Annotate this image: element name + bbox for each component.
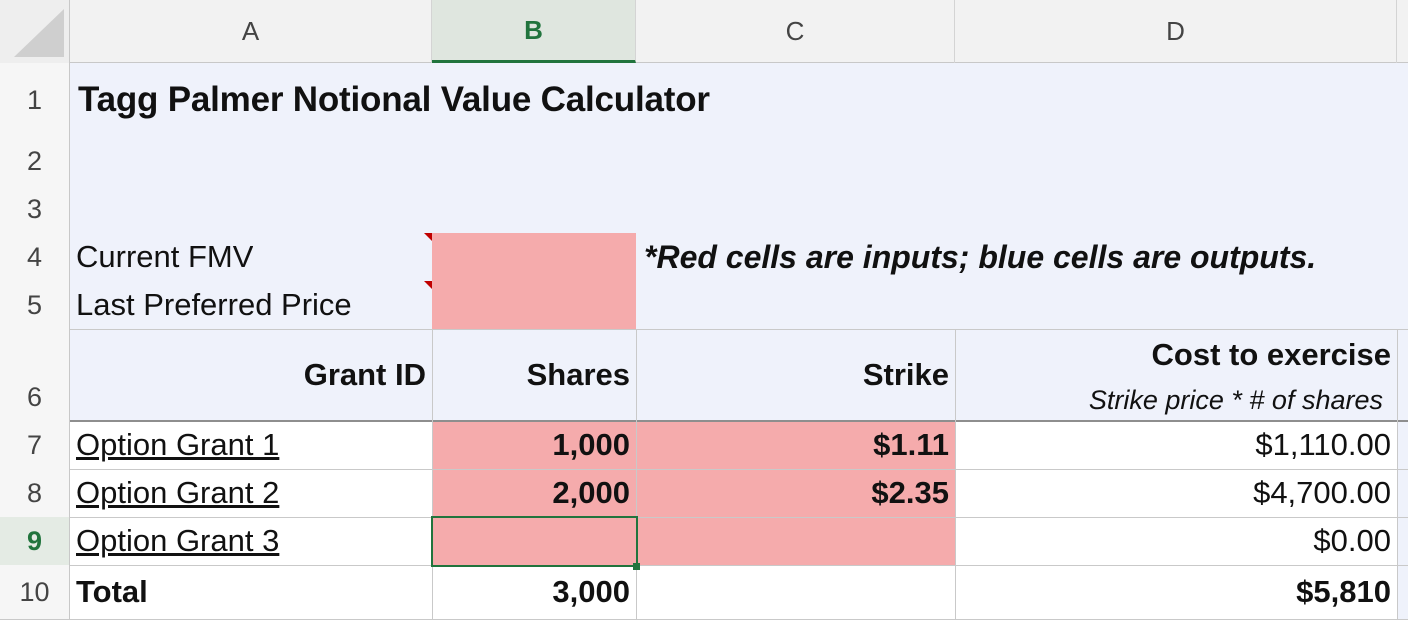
header-cost-to-exercise[interactable]: Cost to exercise [1151,337,1392,372]
sheet-title[interactable]: Tagg Palmer Notional Value Calculator [78,80,710,119]
select-all-corner[interactable] [0,0,70,63]
row-header-1[interactable]: 1 [0,63,70,137]
grant-shares-1[interactable]: 1,000 [552,427,630,462]
header-grant-id[interactable]: Grant ID [303,357,426,392]
grant-name-1[interactable]: Option Grant 1 [76,427,280,462]
fill-handle[interactable] [633,563,640,570]
gridline [70,469,1408,470]
row-header-4[interactable]: 4 [0,233,70,281]
grant-name-2[interactable]: Option Grant 2 [76,475,280,510]
header-shares[interactable]: Shares [526,357,630,392]
column-header-b[interactable]: B [432,0,636,63]
comment-indicator-icon [424,281,432,289]
column-header-a[interactable]: A [70,0,432,63]
grant-name-3[interactable]: Option Grant 3 [76,523,280,558]
row-header-3[interactable]: 3 [0,185,70,233]
grant-strike-2[interactable]: $2.35 [871,475,949,510]
header-cost-subtitle: Strike price * # of shares [1088,385,1383,415]
grant-shares-2[interactable]: 2,000 [552,475,630,510]
input-output-note[interactable]: *Red cells are inputs; blue cells are ou… [644,239,1317,275]
row-header-5[interactable]: 5 [0,281,70,329]
selected-cell-b9[interactable] [431,516,638,567]
grant-strike-1[interactable]: $1.11 [873,427,949,462]
current-fmv-input[interactable] [432,233,636,281]
total-shares[interactable]: 3,000 [552,574,630,609]
grant-inputs-background [432,421,955,565]
grant-strike-3[interactable] [636,517,955,565]
total-cost[interactable]: $5,810 [1296,574,1391,609]
grant-cost-3[interactable]: $0.00 [1313,523,1391,558]
gridline [70,517,1408,518]
row-header-6[interactable]: 6 [0,329,70,421]
row-header-8[interactable]: 8 [0,469,70,517]
row-header-7[interactable]: 7 [0,421,70,469]
gridline [70,329,1408,330]
row-header-9[interactable]: 9 [0,517,70,565]
comment-indicator-icon [424,233,432,241]
column-header-d[interactable]: D [955,0,1397,63]
gridline [1397,329,1398,620]
grant-cost-1[interactable]: $1,110.00 [1255,427,1391,462]
row-header-10[interactable]: 10 [0,565,70,620]
gridline [70,420,1408,422]
grant-cost-2[interactable]: $4,700.00 [1253,475,1391,510]
select-all-triangle-icon [14,9,64,57]
current-fmv-label[interactable]: Current FMV [76,239,254,274]
total-label[interactable]: Total [76,574,148,609]
last-preferred-price-label[interactable]: Last Preferred Price [76,287,352,322]
header-strike[interactable]: Strike [862,357,949,392]
last-preferred-price-input[interactable] [432,281,636,329]
grant-names-background [70,421,432,565]
gridline [636,329,637,620]
total-row-background [70,565,1397,620]
cost-output-background [955,421,1397,565]
row-header-2[interactable]: 2 [0,137,70,185]
gridline [432,329,433,620]
column-header-c[interactable]: C [636,0,955,63]
gridline [955,329,956,620]
gridline [70,565,1408,566]
column-header-bar [0,0,1408,63]
